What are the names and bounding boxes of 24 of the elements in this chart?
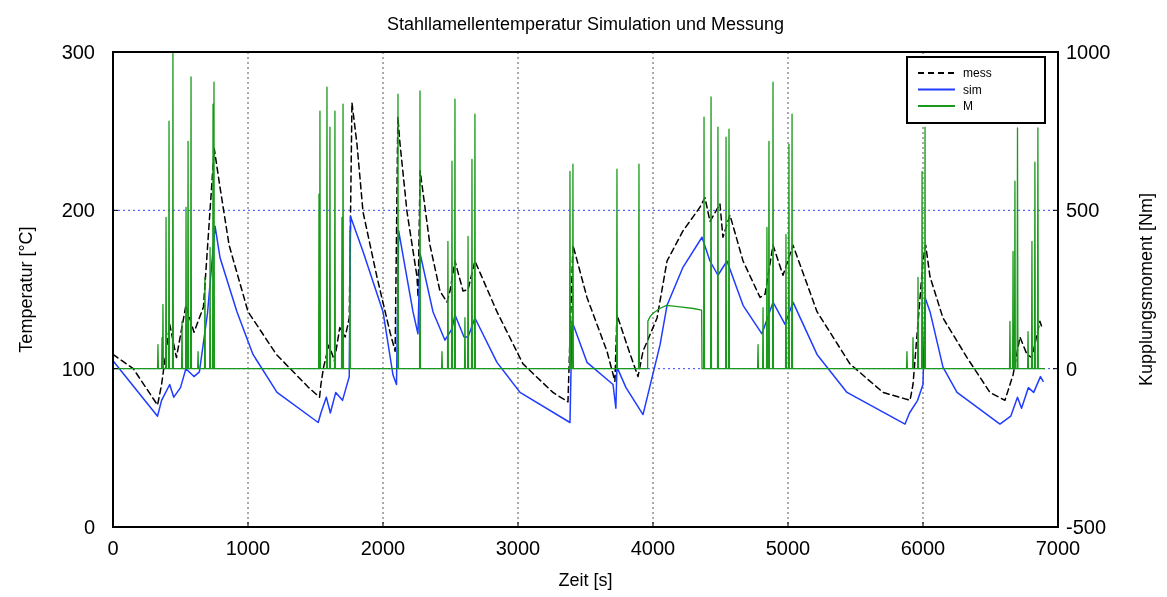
y-tick-label: 0 [83, 516, 95, 538]
y2-tick-label: -500 [1066, 516, 1107, 538]
x-tick-label: 0 [107, 537, 119, 559]
x-axis-title: Zeit [s] [558, 570, 613, 590]
legend-label: M [963, 99, 973, 113]
x-tick-label: 7000 [1035, 537, 1081, 559]
y-axis-title: Temperatur [°C] [16, 226, 36, 353]
x-tick-label: 2000 [360, 537, 406, 559]
y-tick-label: 300 [61, 41, 95, 63]
y-tick-label: 100 [61, 357, 95, 380]
chart-title: Stahllamellentemperatur Simulation und Messung [386, 14, 785, 34]
legend-label: mess [963, 66, 992, 80]
y2-tick-label: 0 [1066, 357, 1078, 380]
y-tick-label: 200 [61, 199, 95, 222]
legend-label: sim [963, 82, 982, 97]
y2-axis-title: Kupplungsmoment [Nm] [1136, 192, 1156, 387]
x-tick-label: 4000 [630, 537, 676, 559]
y2-tick-label: 500 [1066, 199, 1100, 222]
x-tick-label: 6000 [900, 537, 946, 559]
x-tick-label: 1000 [225, 537, 271, 559]
y2-tick-label: 1000 [1066, 41, 1111, 63]
line-series [113, 215, 1044, 425]
x-tick-label: 5000 [765, 537, 811, 559]
x-tick-label: 3000 [495, 537, 541, 559]
